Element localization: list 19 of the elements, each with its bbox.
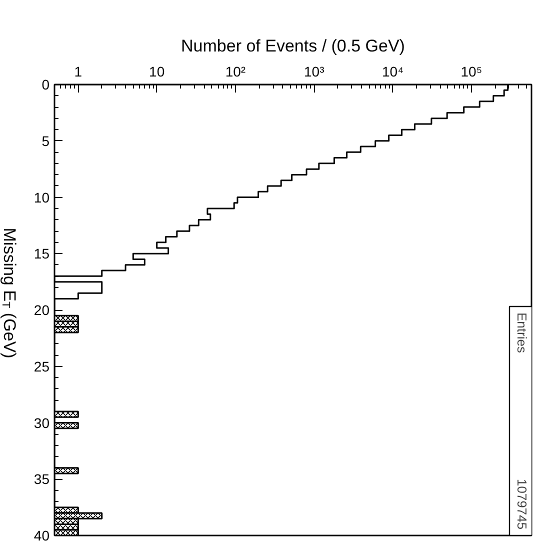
x-tick-label: 10 — [149, 64, 165, 80]
annotation: 1079745 — [514, 478, 530, 530]
x-tick-label: 10² — [225, 64, 246, 80]
x-tick-label: 10⁴ — [382, 64, 404, 80]
x-tick-label: 1 — [74, 64, 82, 80]
y-tick-label: 30 — [34, 414, 50, 431]
x-tick-label: 10⁵ — [460, 64, 482, 80]
x-tick-label: 10³ — [304, 64, 325, 80]
y-tick-label: 35 — [34, 471, 50, 488]
annotation: Entries — [514, 312, 530, 354]
y-tick-label: 25 — [34, 358, 50, 374]
y-axis-title: Missing ET (GeV) — [0, 228, 19, 358]
y-tick-label: 40 — [34, 528, 50, 544]
y-tick-label: 15 — [34, 246, 50, 262]
y-tick-label: 10 — [34, 189, 50, 206]
y-tick-label: 5 — [42, 132, 50, 149]
y-tick-label: 0 — [42, 76, 50, 92]
y-tick-label: 20 — [34, 302, 50, 318]
x-axis-title: Number of Events / (0.5 GeV) — [181, 36, 405, 56]
